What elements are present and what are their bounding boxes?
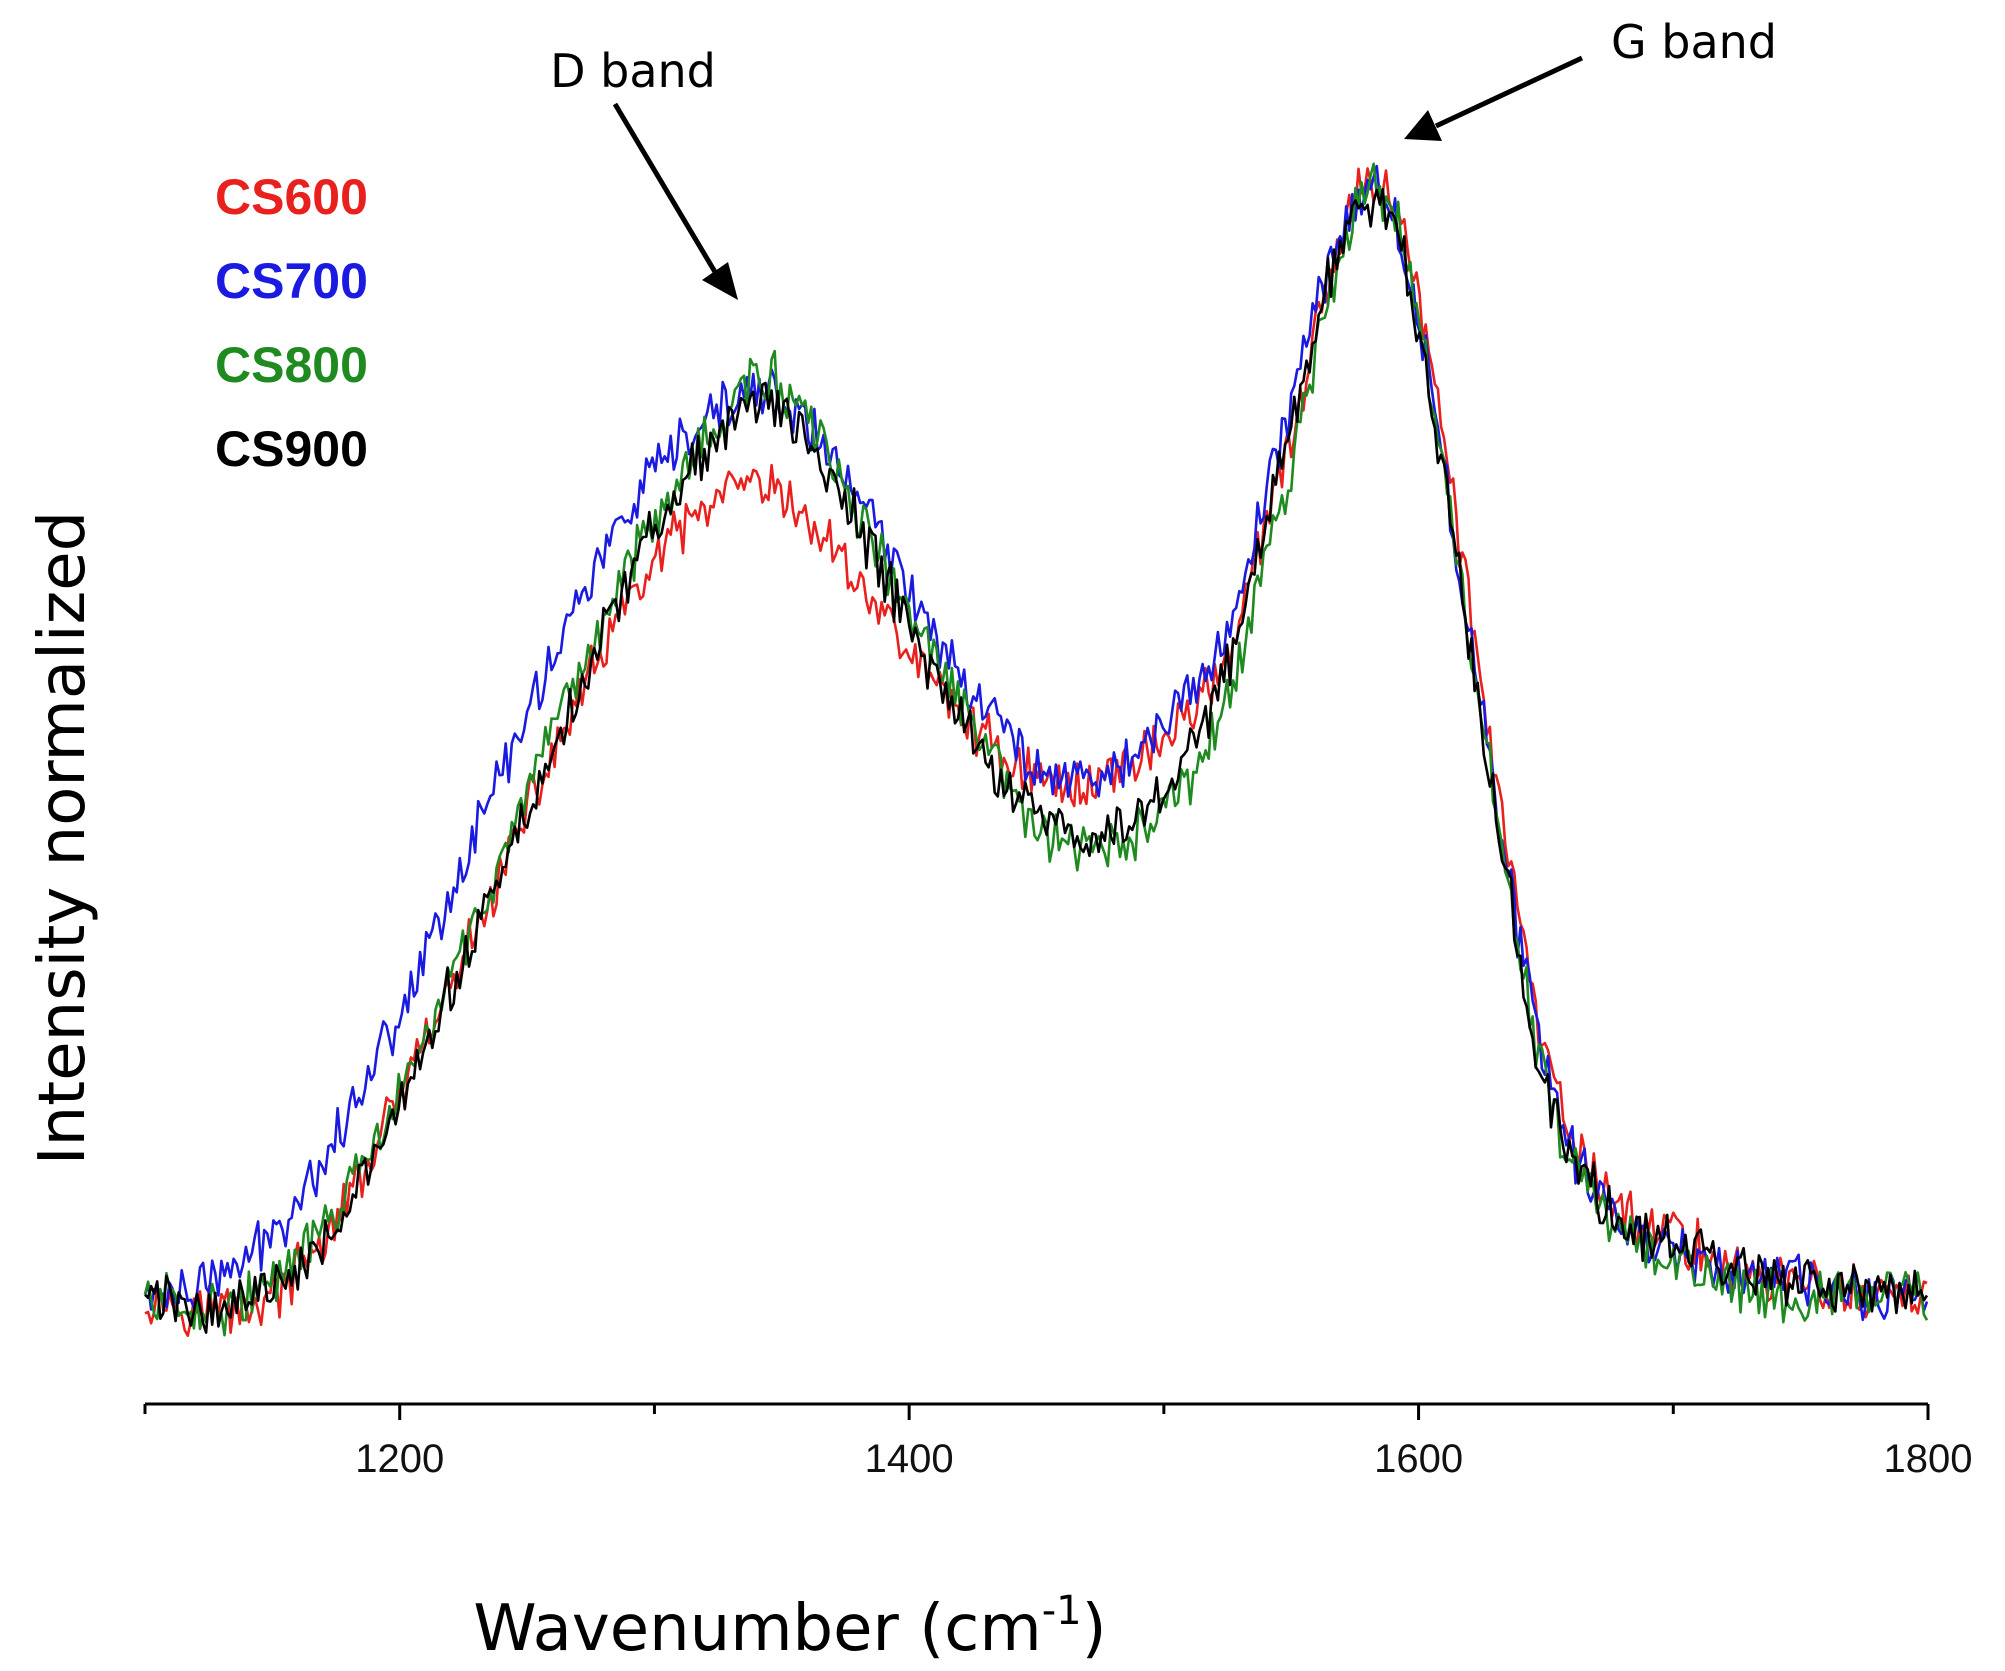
series-line-cs600 xyxy=(144,167,1928,1337)
series-line-cs900 xyxy=(144,188,1929,1334)
legend-entry-cs800: CS800 xyxy=(215,337,368,393)
d-band-label: D band xyxy=(550,44,716,98)
legend-entry-cs900: CS900 xyxy=(215,421,368,477)
d-band-arrow-shaft xyxy=(612,102,721,279)
x-axis-label-main: Wavenumber (cm xyxy=(473,1592,1041,1666)
d-band-arrow-head xyxy=(702,262,738,300)
x-tick-label: 1400 xyxy=(865,1437,954,1481)
x-axis-label-superscript: -1 xyxy=(1042,1588,1082,1634)
g-band-label: G band xyxy=(1611,15,1777,69)
x-axis-label-close: ) xyxy=(1082,1592,1107,1666)
x-axis-ticks: 1200 1400 1600 1800 xyxy=(143,1404,1973,1481)
legend: CS600 CS700 CS800 CS900 xyxy=(215,169,368,477)
series-line-cs700 xyxy=(143,164,1929,1322)
g-band-arrow-head xyxy=(1404,110,1442,141)
y-axis-label: Intensity normalized xyxy=(26,511,100,1166)
plot-area xyxy=(143,162,1929,1337)
x-tick-label: 1800 xyxy=(1884,1437,1973,1481)
x-axis-label: Wavenumber (cm-1) xyxy=(473,1588,1106,1666)
series-line-cs800 xyxy=(143,162,1929,1337)
x-tick-label: 1600 xyxy=(1374,1437,1463,1481)
band-annotations: D band G band xyxy=(550,15,1777,300)
legend-entry-cs700: CS700 xyxy=(215,253,368,309)
legend-entry-cs600: CS600 xyxy=(215,169,368,225)
g-band-arrow-shaft xyxy=(1434,55,1584,129)
x-tick-label: 1200 xyxy=(355,1437,444,1481)
